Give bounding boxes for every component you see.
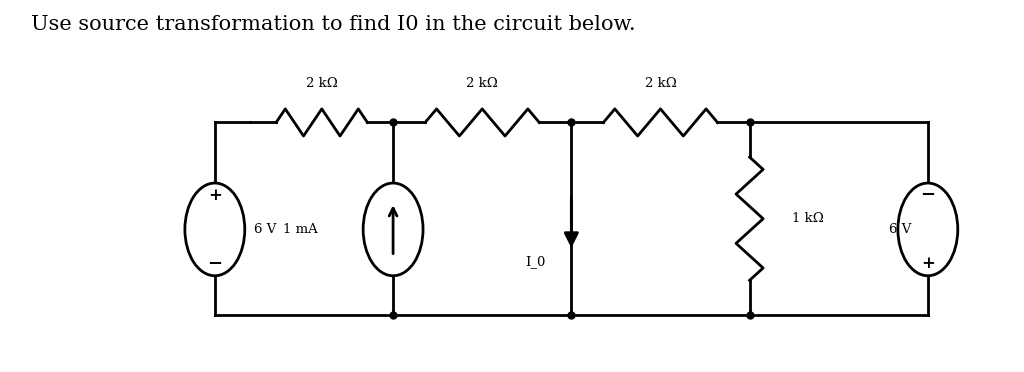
Text: −: − (921, 186, 935, 204)
Text: 2 kΩ: 2 kΩ (306, 77, 338, 90)
Text: −: − (207, 254, 222, 273)
Text: I_0: I_0 (525, 255, 546, 268)
Ellipse shape (185, 183, 245, 276)
Text: Use source transformation to find I0 in the circuit below.: Use source transformation to find I0 in … (31, 15, 635, 34)
Text: +: + (921, 255, 935, 272)
Text: 6 V: 6 V (254, 223, 276, 236)
Text: 1 mA: 1 mA (284, 223, 318, 236)
Text: 1 kΩ: 1 kΩ (793, 212, 824, 225)
Text: 6 V: 6 V (889, 223, 911, 236)
Text: +: + (208, 187, 222, 204)
Text: 2 kΩ: 2 kΩ (644, 77, 676, 90)
Ellipse shape (364, 183, 423, 276)
Ellipse shape (898, 183, 957, 276)
Text: 2 kΩ: 2 kΩ (466, 77, 498, 90)
